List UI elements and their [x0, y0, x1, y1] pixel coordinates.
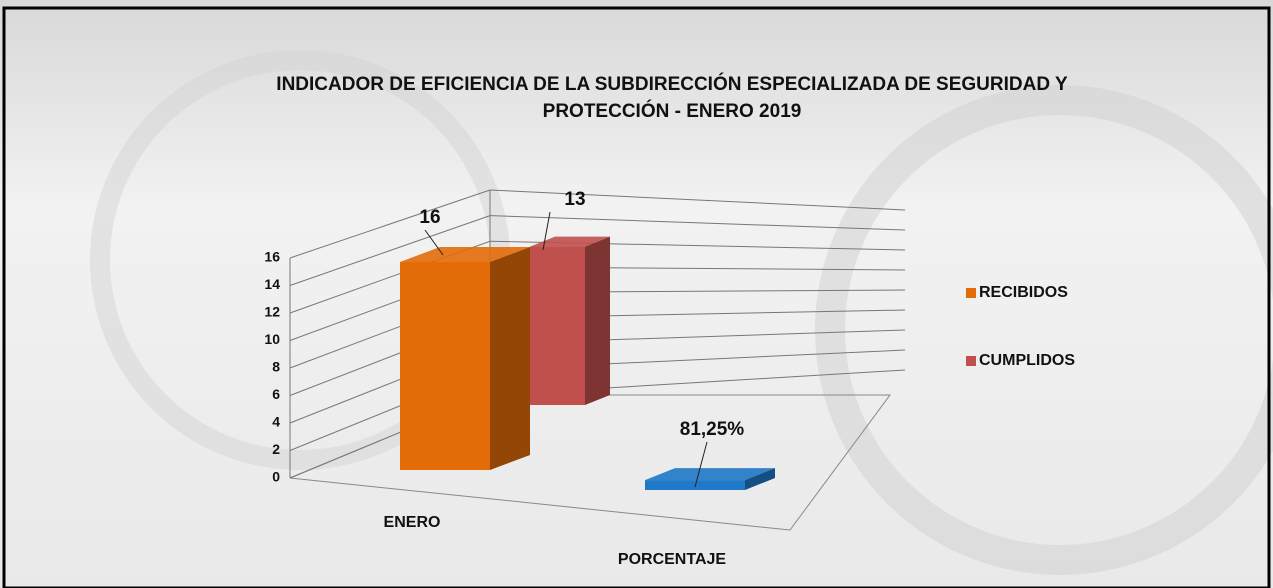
data-label: 13 [564, 189, 585, 210]
y-tick-label: 8 [272, 359, 280, 375]
data-label: 16 [419, 207, 440, 228]
x-tick-label: ENERO [384, 514, 441, 531]
bar-side [585, 236, 610, 405]
grid-line [489, 215, 906, 231]
bar [530, 246, 585, 405]
bar-top [645, 468, 775, 481]
y-tick-label: 14 [264, 276, 280, 292]
x-tick-label: PORCENTAJE [618, 551, 726, 568]
bar [645, 480, 745, 490]
bar [400, 262, 490, 470]
y-tick-label: 6 [272, 386, 280, 402]
y-tick-label: 2 [272, 441, 280, 457]
y-tick-label: 12 [264, 304, 280, 320]
legend-label: RECIBIDOS [979, 284, 1068, 301]
chart-title: INDICADOR DE EFICIENCIA DE LA SUBDIRECCI… [276, 73, 1068, 95]
grid-line [289, 215, 491, 286]
watermark [815, 85, 1273, 575]
frame [2, 6, 1271, 588]
bar-side [490, 247, 530, 470]
y-tick-label: 4 [272, 414, 280, 430]
y-tick-label: 16 [264, 249, 280, 265]
leader-line [542, 211, 551, 251]
y-tick-label: 0 [272, 469, 280, 485]
bar-top [400, 247, 530, 262]
grid-line [289, 189, 491, 259]
grid-line [489, 189, 906, 211]
bar-side [745, 468, 775, 490]
legend-label: CUMPLIDOS [979, 352, 1075, 369]
leader-line [424, 229, 444, 256]
legend-swatch [966, 288, 976, 298]
bar-top [530, 236, 610, 247]
data-label: 81,25% [680, 419, 745, 440]
y-tick-label: 10 [264, 331, 280, 347]
chart-title: PROTECCIÓN - ENERO 2019 [543, 100, 802, 122]
legend-swatch [966, 356, 976, 366]
leader-line [694, 441, 708, 488]
